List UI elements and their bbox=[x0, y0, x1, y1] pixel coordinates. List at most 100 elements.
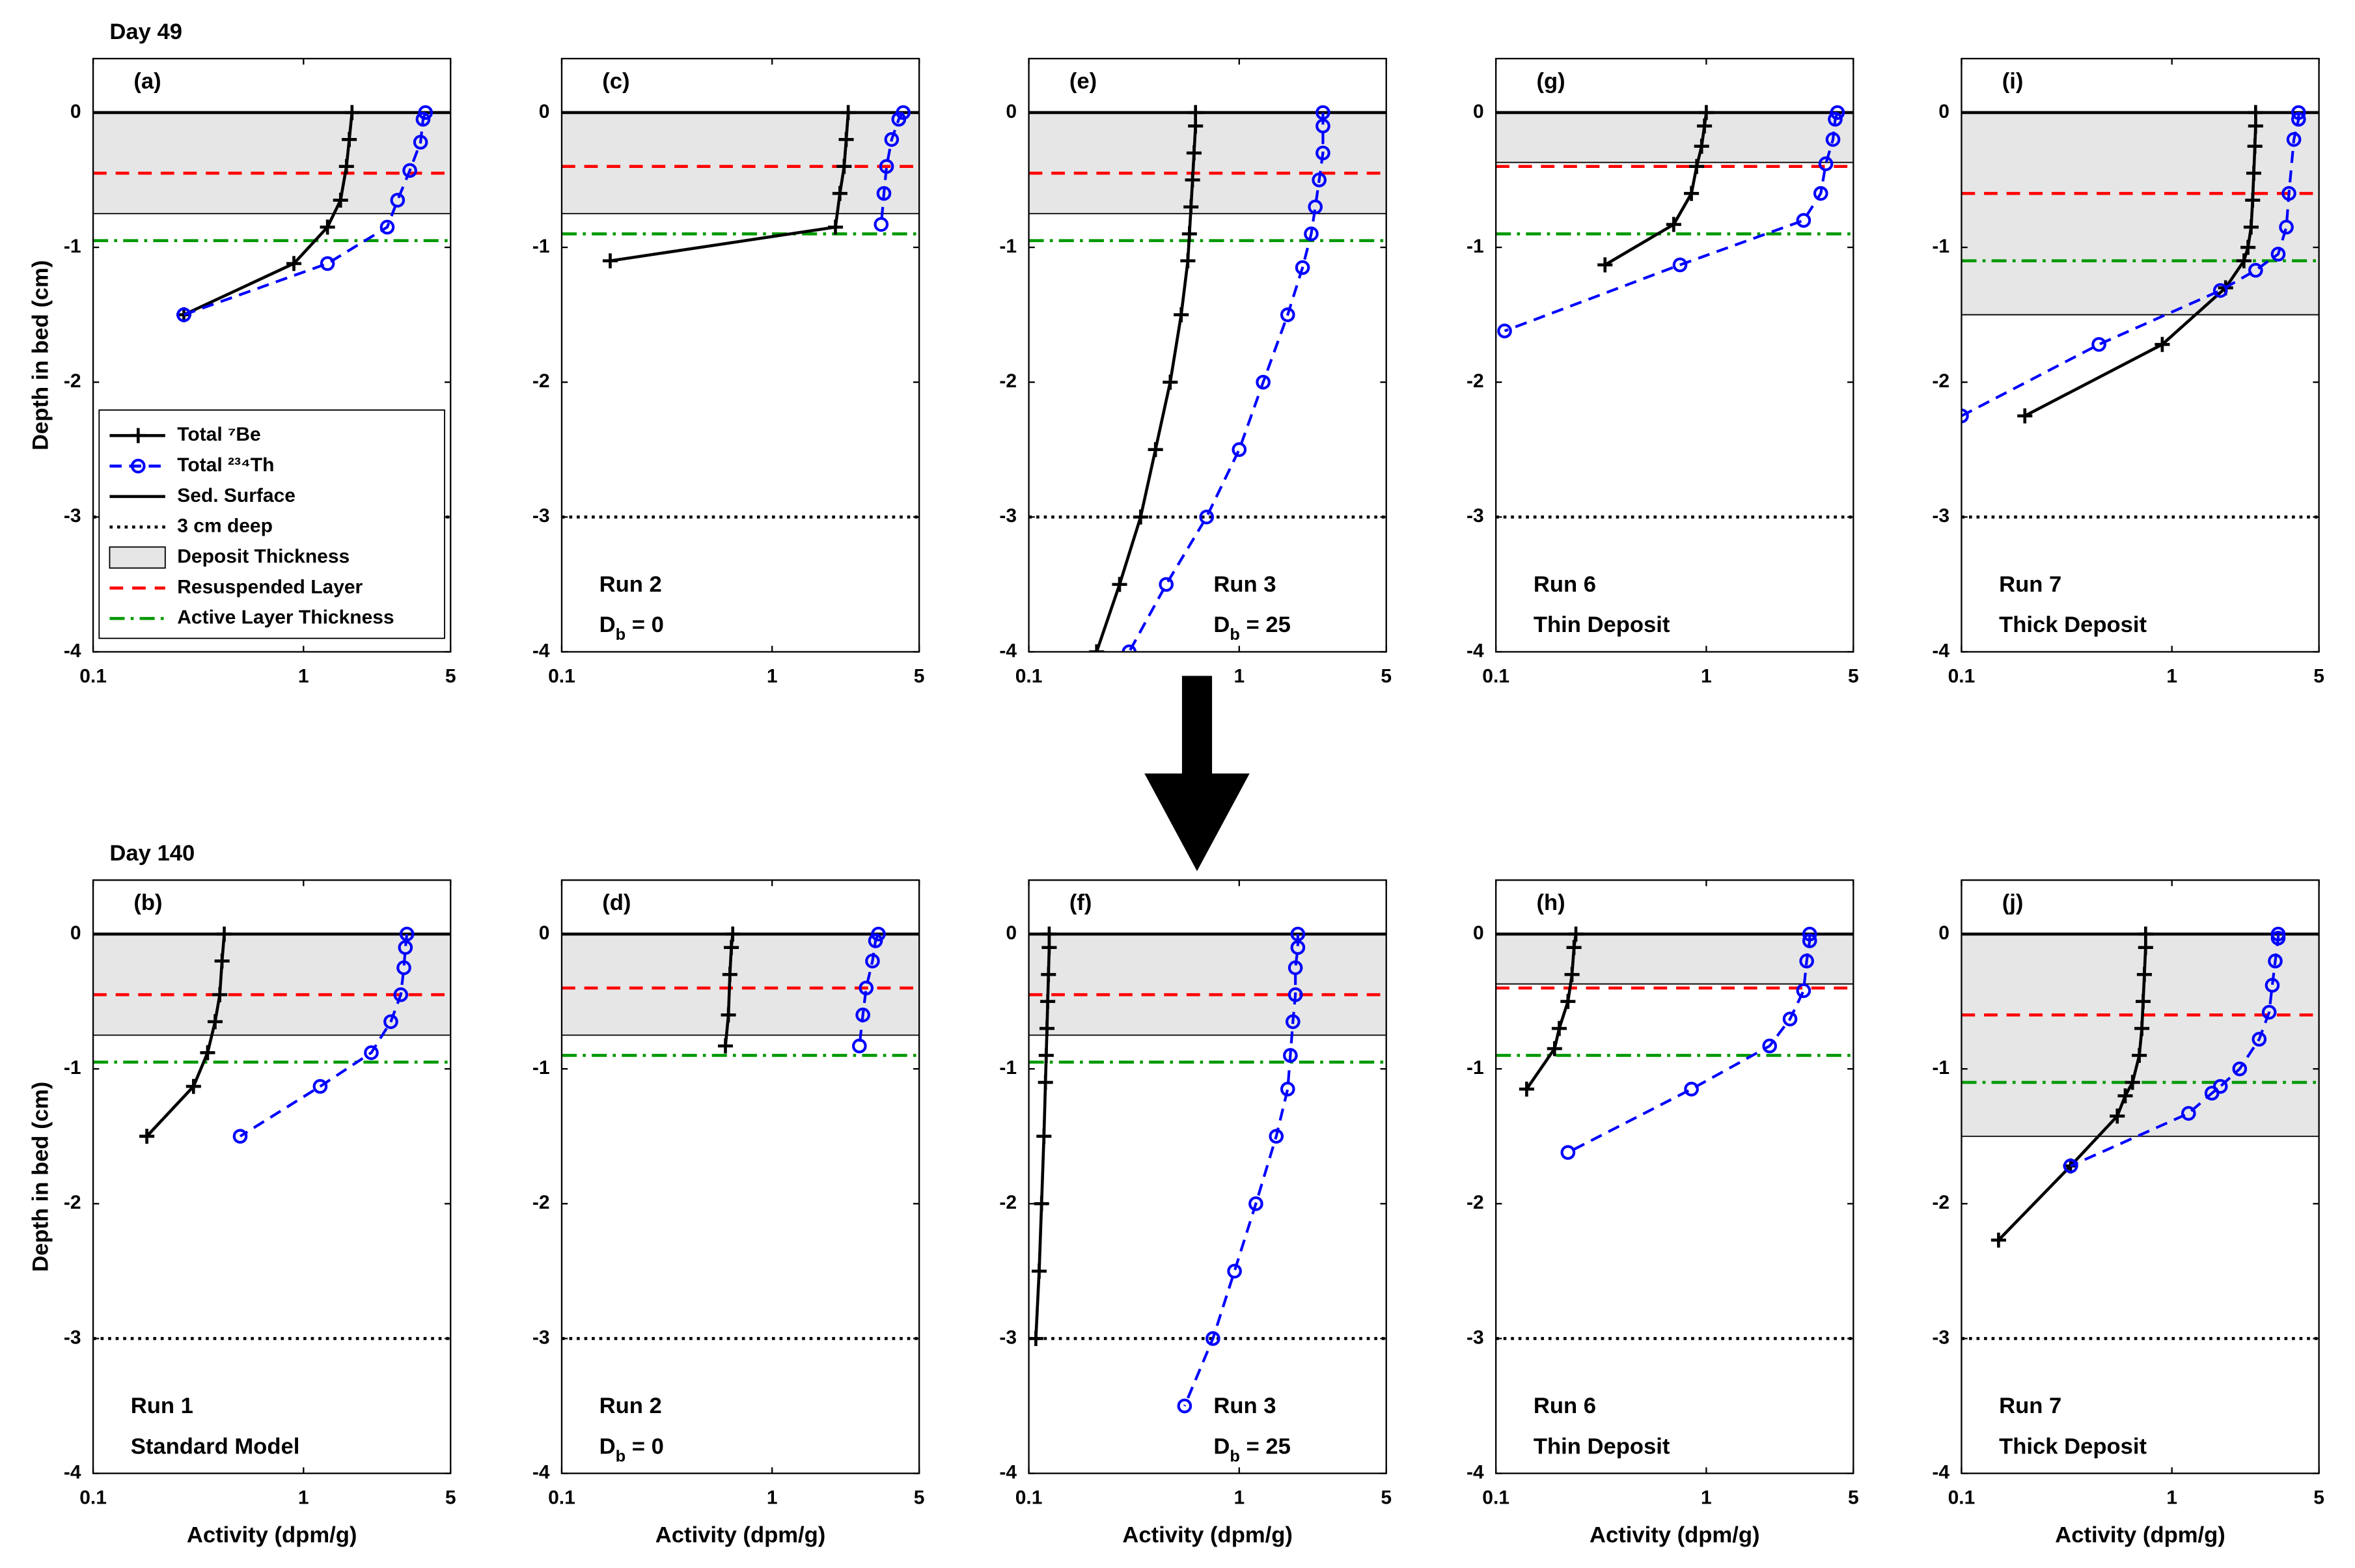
note-part: D bbox=[1213, 612, 1230, 637]
circle-marker bbox=[383, 1014, 398, 1029]
axes-box bbox=[1495, 879, 1854, 1474]
circle-marker bbox=[1312, 172, 1327, 187]
plus-marker bbox=[2136, 967, 2152, 982]
y-tick-label: -4 bbox=[1932, 1462, 1949, 1483]
run-note: Standard Model bbox=[131, 1435, 300, 1459]
y-tick-label: -4 bbox=[999, 640, 1017, 661]
plus-marker bbox=[338, 159, 354, 174]
plus-marker bbox=[2247, 139, 2263, 154]
circle-marker bbox=[1825, 132, 1841, 147]
x-tick-label: 5 bbox=[1848, 1487, 1859, 1509]
circle-marker bbox=[176, 307, 191, 322]
plus-marker bbox=[1041, 940, 1057, 956]
x-tick-label: 1 bbox=[2166, 666, 2177, 687]
circle-marker bbox=[1199, 510, 1215, 525]
x-tick-label: 1 bbox=[1701, 1487, 1712, 1509]
axes-box bbox=[1961, 879, 2320, 1474]
plus-marker bbox=[840, 105, 856, 120]
plus-marker bbox=[1597, 257, 1613, 273]
y-tick-label: -1 bbox=[64, 236, 81, 257]
deposit-area bbox=[1028, 112, 1386, 214]
panel-label: (e) bbox=[1069, 69, 1097, 94]
row-title: Day 140 bbox=[109, 841, 195, 866]
circle-marker bbox=[393, 987, 409, 1002]
axes-box bbox=[1028, 57, 1387, 653]
plus-marker bbox=[1697, 118, 1713, 134]
x-tick-label: 5 bbox=[1381, 666, 1392, 687]
y-tick-label: -4 bbox=[64, 1462, 81, 1483]
x-axis-label: Activity (dpm/g) bbox=[655, 1523, 826, 1548]
circle-marker bbox=[2265, 978, 2280, 993]
plus-marker bbox=[342, 131, 357, 147]
circle-marker bbox=[1205, 1331, 1220, 1346]
row-title: Day 49 bbox=[109, 20, 182, 44]
x-tick-label: 5 bbox=[1848, 666, 1859, 687]
circle-marker bbox=[1818, 156, 1834, 171]
plus-marker bbox=[1039, 1021, 1055, 1036]
note-part: b bbox=[616, 626, 626, 644]
profile-line bbox=[2070, 934, 2280, 1168]
panel-label: (g) bbox=[1536, 69, 1565, 94]
profile-line bbox=[1127, 112, 1325, 652]
circle-marker bbox=[876, 186, 892, 201]
plus-marker bbox=[1186, 145, 1202, 161]
circle-marker bbox=[2252, 1032, 2267, 1047]
legend-label: Total ⁷Be bbox=[177, 424, 260, 445]
panel-label: (c) bbox=[602, 69, 629, 94]
panel: -4 -3 -2 -1 0 0.1 1 5 (d) Activity (dpm/g) Run 2 Db… bbox=[532, 879, 924, 1548]
plus-marker bbox=[838, 131, 854, 147]
x-tick-label: 0.1 bbox=[548, 1487, 575, 1509]
circle-marker bbox=[2204, 1086, 2220, 1101]
y-tick-label: -1 bbox=[532, 236, 550, 257]
circle-marker bbox=[871, 926, 886, 942]
circle-marker bbox=[2268, 954, 2283, 969]
circle-marker bbox=[1280, 307, 1295, 322]
plus-marker bbox=[2117, 1088, 2133, 1104]
x-tick-label: 0.1 bbox=[1015, 666, 1043, 687]
y-tick-label: -2 bbox=[1467, 1192, 1484, 1213]
plus-marker bbox=[724, 940, 739, 956]
note-part: = 0 bbox=[626, 1435, 664, 1459]
deposit-area bbox=[1961, 112, 2319, 315]
plus-marker bbox=[827, 219, 844, 235]
note-part: = 0 bbox=[626, 612, 664, 637]
run-note: Run 2 bbox=[599, 1394, 662, 1418]
circle-marker bbox=[1830, 105, 1845, 120]
note-part: Run 3 bbox=[1213, 1394, 1276, 1418]
plus-marker bbox=[333, 192, 348, 208]
y-tick-label: 0 bbox=[539, 922, 550, 944]
plus-marker bbox=[2125, 1075, 2140, 1090]
plus-marker bbox=[1163, 374, 1178, 390]
plus-marker bbox=[2134, 1021, 2150, 1036]
deposit-area bbox=[93, 112, 451, 214]
circle-marker bbox=[2291, 111, 2306, 127]
plus-marker bbox=[1666, 217, 1681, 232]
y-tick-label: -1 bbox=[1467, 1057, 1484, 1079]
y-tick-label: -2 bbox=[532, 1192, 550, 1213]
y-tick-label: 0 bbox=[1473, 101, 1484, 122]
plot-area bbox=[561, 926, 920, 1340]
circle-marker bbox=[2248, 262, 2263, 278]
y-tick-label: -2 bbox=[999, 370, 1017, 392]
circle-marker bbox=[2270, 247, 2286, 262]
y-tick-label: -2 bbox=[64, 370, 81, 392]
note-part: Run 2 bbox=[599, 572, 662, 597]
x-tick-label: 0.1 bbox=[1482, 1487, 1509, 1509]
y-tick-label: -4 bbox=[532, 1462, 550, 1483]
x-axis-label: Activity (dpm/g) bbox=[187, 1523, 357, 1548]
run-note: Thin Deposit bbox=[1534, 1435, 1670, 1459]
legend-label: Active Layer Thickness bbox=[177, 607, 394, 628]
circle-marker bbox=[855, 1008, 870, 1023]
plus-marker bbox=[2240, 240, 2256, 255]
run-note: Run 3 bbox=[1213, 572, 1276, 597]
y-tick-label: -3 bbox=[1467, 1327, 1484, 1348]
circle-marker bbox=[1796, 213, 1811, 228]
plus-marker bbox=[721, 1007, 736, 1023]
y-tick-label: -4 bbox=[1467, 1462, 1484, 1483]
plus-marker bbox=[344, 105, 360, 120]
y-tick-label: 0 bbox=[1006, 101, 1017, 122]
transition-arrow bbox=[1144, 676, 1250, 872]
plus-marker bbox=[207, 1014, 223, 1030]
circle-marker bbox=[859, 980, 874, 996]
profile-line bbox=[239, 933, 409, 1138]
